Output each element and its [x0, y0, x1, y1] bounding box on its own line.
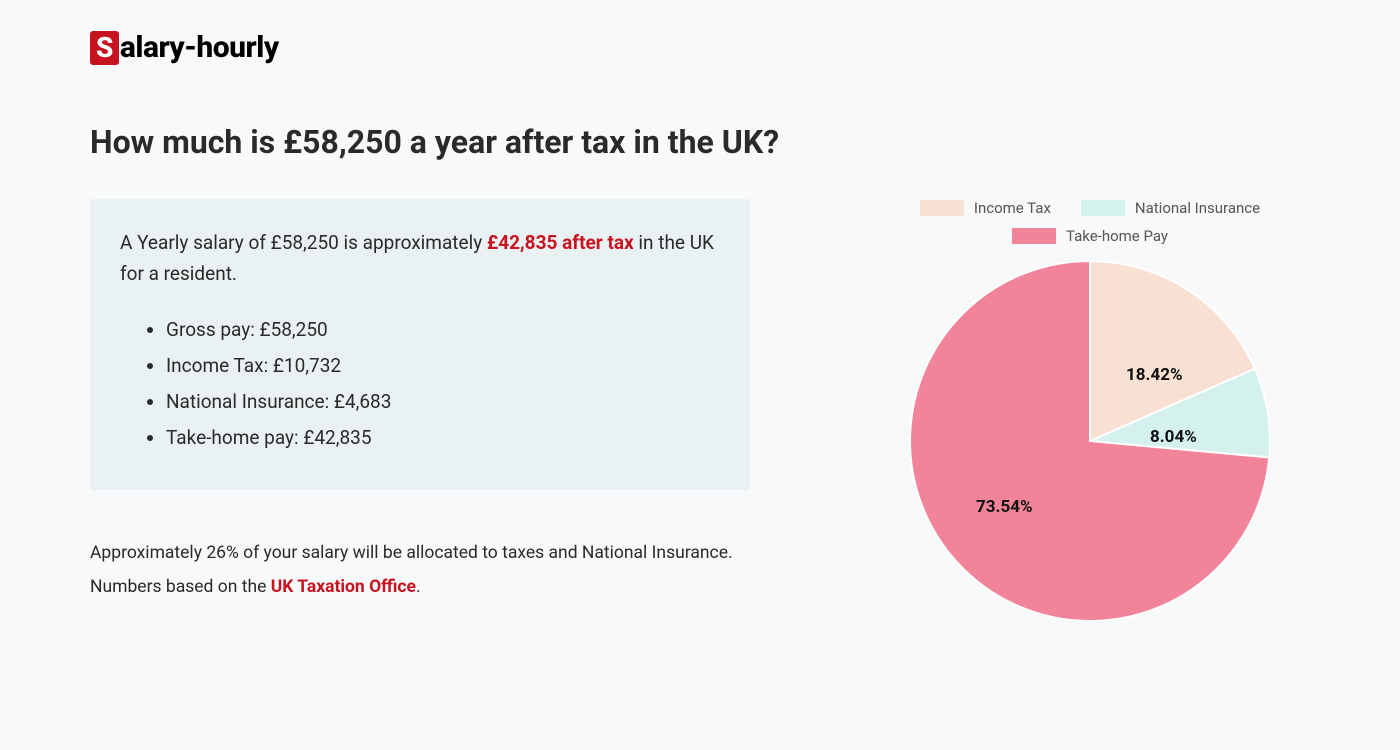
legend-label-ni: National Insurance: [1135, 199, 1260, 217]
footnote-line2-suffix: .: [416, 577, 421, 597]
site-logo: Salary-hourly: [90, 30, 1310, 65]
chart-column: Income Tax National Insurance Take-home …: [870, 199, 1310, 621]
footnote: Approximately 26% of your salary will be…: [90, 536, 750, 604]
breakdown-takehome: Take-home pay: £42,835: [166, 420, 720, 456]
legend-item-ni: National Insurance: [1081, 199, 1260, 217]
footnote-line2-prefix: Numbers based on the: [90, 577, 271, 597]
legend-swatch-take-home: [1012, 228, 1056, 244]
taxation-office-link[interactable]: UK Taxation Office: [271, 577, 416, 597]
pie-label-take-home: 73.54%: [976, 497, 1033, 517]
breakdown-list: Gross pay: £58,250 Income Tax: £10,732 N…: [166, 312, 720, 456]
pie-chart: 18.42% 8.04% 73.54%: [910, 261, 1270, 621]
page-title: How much is £58,250 a year after tax in …: [90, 123, 1310, 161]
legend-label-take-home: Take-home Pay: [1066, 227, 1168, 245]
legend-swatch-income-tax: [920, 200, 964, 216]
legend-item-take-home: Take-home Pay: [870, 227, 1310, 245]
summary-text: A Yearly salary of £58,250 is approximat…: [120, 227, 720, 290]
legend-swatch-ni: [1081, 200, 1125, 216]
left-column: A Yearly salary of £58,250 is approximat…: [90, 199, 750, 604]
breakdown-ni: National Insurance: £4,683: [166, 384, 720, 420]
summary-highlight: £42,835 after tax: [487, 231, 634, 254]
summary-prefix: A Yearly salary of £58,250 is approximat…: [120, 231, 487, 254]
pie-label-ni: 8.04%: [1150, 427, 1197, 447]
legend-item-income-tax: Income Tax: [920, 199, 1051, 217]
footnote-line1: Approximately 26% of your salary will be…: [90, 543, 733, 563]
logo-letter: S: [90, 31, 119, 65]
summary-card: A Yearly salary of £58,250 is approximat…: [90, 199, 750, 490]
breakdown-incometax: Income Tax: £10,732: [166, 348, 720, 384]
logo-rest: alary-hourly: [120, 30, 279, 65]
legend-label-income-tax: Income Tax: [974, 199, 1051, 217]
content-row: A Yearly salary of £58,250 is approximat…: [90, 199, 1310, 621]
pie-legend: Income Tax National Insurance Take-home …: [870, 199, 1310, 245]
breakdown-gross: Gross pay: £58,250: [166, 312, 720, 348]
pie-label-income-tax: 18.42%: [1126, 365, 1183, 385]
pie-svg: [910, 261, 1270, 621]
